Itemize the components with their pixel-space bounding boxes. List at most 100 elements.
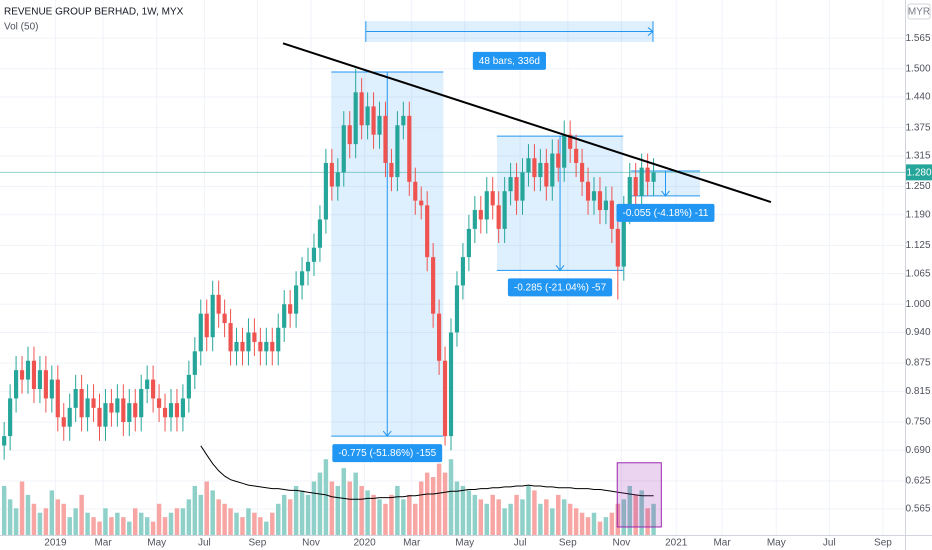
- volume-bar: [234, 512, 239, 535]
- time-axis: 2019 Mar May Jul Sep Nov 2020 Mar May Jul Sep Nov 20…: [44, 538, 892, 549]
- x-tick-label: Mar: [713, 538, 731, 549]
- candle-body: [401, 115, 406, 126]
- volume-highlight-box: [616, 462, 662, 528]
- volume-bar: [311, 481, 317, 535]
- x-tick-label: 2021: [665, 538, 688, 549]
- volume-bar: [186, 499, 192, 535]
- volume-bar: [341, 468, 347, 535]
- candle-body: [258, 341, 263, 352]
- candle-body: [335, 172, 340, 187]
- candle-body: [19, 370, 25, 380]
- candles: [2, 68, 656, 460]
- x-tick-label: May: [767, 538, 786, 549]
- volume-bar: [621, 499, 627, 535]
- candle-body: [437, 313, 442, 361]
- volume-bar: [448, 459, 454, 535]
- candle-body: [264, 341, 269, 352]
- candle-body: [97, 407, 102, 427]
- candle-body: [252, 332, 257, 342]
- x-tick-label: 2019: [44, 538, 67, 549]
- candle-body: [431, 257, 436, 314]
- y-tick-label: 0.940: [905, 327, 930, 338]
- volume-bar: [532, 490, 537, 535]
- volume-bar: [520, 499, 525, 535]
- y-tick-label: 0.625: [905, 475, 930, 486]
- candle-body: [603, 200, 609, 211]
- volume-bar: [1, 485, 7, 535]
- volume-bar: [639, 490, 644, 535]
- candle-body: [151, 379, 156, 399]
- volume-bar: [103, 508, 108, 535]
- volume-bar: [401, 499, 406, 535]
- volume-bar: [389, 494, 394, 535]
- candle-body: [323, 162, 328, 220]
- volume-bar: [43, 508, 49, 535]
- x-tick-label: Sep: [248, 538, 266, 549]
- volume-bar: [31, 503, 37, 535]
- x-tick-label: May: [455, 538, 474, 549]
- candle-body: [615, 228, 620, 267]
- candle-body: [597, 191, 603, 211]
- indicator-label: Vol (50): [4, 22, 38, 33]
- volume-bar: [454, 481, 460, 535]
- x-tick-label: Mar: [403, 538, 421, 549]
- volume-bar: [55, 499, 61, 535]
- candle-body: [502, 191, 507, 229]
- y-tick-label: 0.750: [905, 417, 930, 428]
- volume-bar: [19, 481, 25, 535]
- label-box: [507, 278, 613, 297]
- candle-body: [395, 125, 400, 178]
- volume-ma-line: [200, 445, 654, 500]
- volume-bar: [246, 508, 251, 535]
- volume-bar: [287, 499, 293, 535]
- candle-body: [121, 398, 126, 422]
- candle-body: [633, 177, 638, 196]
- volume-bar: [347, 481, 352, 535]
- candle-body: [14, 370, 19, 399]
- candle-body: [168, 403, 174, 418]
- volume-bar: [150, 521, 156, 535]
- candle-body: [198, 313, 203, 352]
- candle-body: [299, 271, 305, 286]
- candle-body: [73, 389, 78, 408]
- volume-bar: [573, 508, 579, 535]
- candle-body: [240, 341, 245, 352]
- volume-bar: [645, 508, 650, 535]
- candle-body: [55, 379, 60, 418]
- y-tick-label: 1.065: [905, 268, 930, 279]
- candle-body: [454, 285, 460, 333]
- price-axis: 1.565 1.500 1.440 1.375 1.315 1.250 1.190 1.125…: [905, 33, 930, 515]
- x-tick-label: Jul: [514, 538, 527, 549]
- volume-bar: [383, 503, 388, 535]
- volume-bar: [442, 472, 448, 535]
- label-text: -0.285 (-21.04%) -57: [514, 282, 607, 293]
- candle-body: [294, 285, 299, 314]
- date-range-arrowhead: [647, 27, 654, 36]
- label-box: [332, 444, 443, 463]
- volume-bar: [317, 472, 323, 535]
- x-tick-label: Mar: [94, 538, 112, 549]
- candle-body: [156, 398, 162, 408]
- candle-body: [484, 191, 489, 220]
- volume-bar: [222, 503, 227, 535]
- candle-body: [645, 167, 650, 182]
- volume-bar: [264, 521, 269, 535]
- candle-body: [472, 210, 477, 229]
- volume: [1, 459, 656, 535]
- candle-body: [556, 153, 561, 168]
- candle-body: [627, 177, 632, 211]
- currency-box: [907, 3, 931, 20]
- volume-bar: [275, 503, 281, 535]
- y-tick-label: 1.000: [905, 299, 930, 310]
- y-tick-label: 1.500: [905, 63, 930, 74]
- volume-bar: [133, 508, 138, 535]
- measure-label: 48 bars, 336d: [472, 51, 546, 70]
- volume-bar: [526, 485, 531, 535]
- currency-label: MYR: [908, 7, 930, 18]
- candle-body: [389, 162, 394, 178]
- candle-body: [317, 219, 323, 248]
- volume-bar: [127, 521, 132, 535]
- volume-bar: [79, 494, 84, 535]
- volume-bar: [544, 499, 549, 535]
